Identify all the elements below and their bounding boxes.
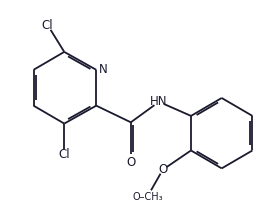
Text: O: O	[158, 163, 167, 176]
Text: O: O	[126, 156, 135, 169]
Text: N: N	[99, 63, 108, 76]
Text: Cl: Cl	[58, 148, 70, 161]
Text: Cl: Cl	[42, 19, 53, 32]
Text: O–CH₃: O–CH₃	[132, 192, 163, 201]
Text: HN: HN	[150, 95, 168, 108]
